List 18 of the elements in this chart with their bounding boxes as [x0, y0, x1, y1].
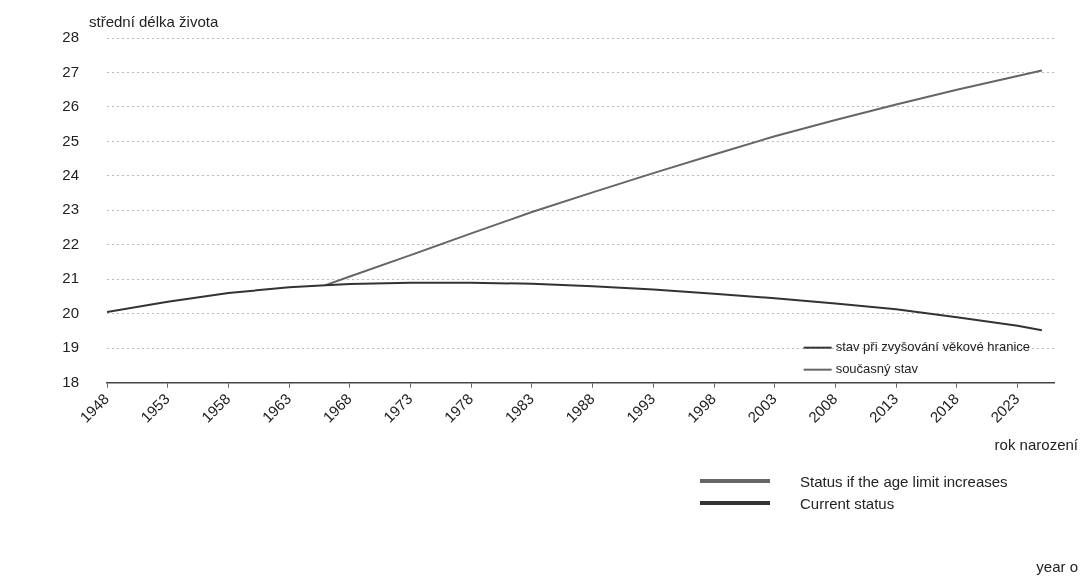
y-tick-label: 24: [62, 166, 79, 184]
text: Current status: [800, 494, 895, 512]
y-tick-label: 27: [62, 62, 79, 80]
y-tick-label: 23: [62, 200, 79, 218]
x-axis-title: rok narození: [994, 435, 1079, 453]
legend-label: stav při zvyšování věkové hranice: [835, 339, 1031, 355]
y-tick-label: 28: [62, 28, 79, 46]
text: Status if the age limit increases: [800, 472, 1008, 490]
y-axis-title: střední délka života: [89, 12, 219, 30]
y-tick-label: 25: [62, 131, 79, 149]
y-tick-label: 18: [62, 372, 79, 390]
y-tick-label: 22: [62, 234, 79, 252]
legend-label: současný stav: [835, 361, 919, 377]
y-tick-label: 19: [62, 338, 79, 356]
y-tick-label: 21: [62, 269, 79, 287]
y-tick-label: 20: [62, 303, 79, 321]
text: year o: [1036, 558, 1078, 575]
y-tick-label: 26: [62, 97, 79, 115]
